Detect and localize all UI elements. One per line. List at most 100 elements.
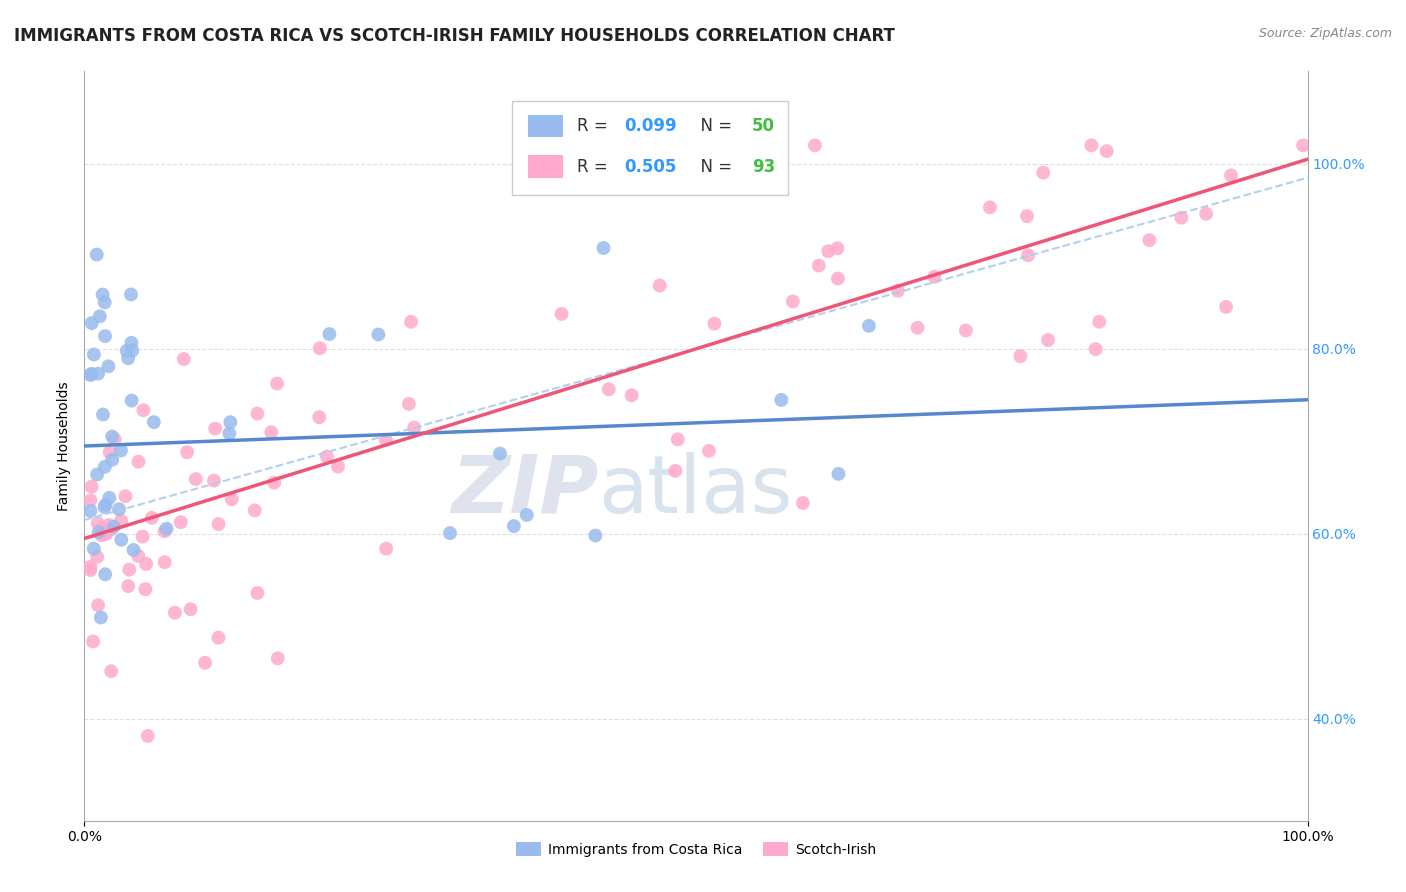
Point: [80, 316, 103, 330]
Point: [135, 557, 157, 571]
Point: [1015, 209, 1038, 223]
Text: 50: 50: [752, 117, 775, 135]
Text: 0.505: 0.505: [624, 158, 676, 176]
Point: [792, 496, 814, 510]
Text: R =: R =: [578, 117, 613, 135]
Point: [87, 367, 110, 381]
Point: [104, 433, 127, 447]
Point: [1170, 211, 1192, 225]
Point: [131, 530, 153, 544]
Point: [93, 295, 115, 310]
Point: [80, 367, 103, 381]
Point: [502, 519, 524, 533]
Point: [153, 524, 176, 539]
Point: [770, 392, 793, 407]
Point: [398, 397, 420, 411]
Point: [180, 602, 202, 616]
Point: [218, 426, 240, 441]
Point: [94, 459, 117, 474]
Point: [89, 310, 111, 324]
Point: [94, 567, 117, 582]
Point: [887, 284, 910, 298]
Point: [170, 515, 193, 529]
Point: [1095, 144, 1118, 158]
Point: [86, 247, 108, 261]
Point: [318, 326, 340, 341]
Point: [79, 368, 101, 382]
Point: [98, 523, 121, 537]
Point: [153, 555, 176, 569]
Point: [134, 582, 156, 597]
Point: [924, 269, 946, 284]
Point: [827, 241, 849, 255]
Point: [246, 407, 269, 421]
Point: [94, 498, 117, 512]
Point: [155, 522, 177, 536]
Point: [703, 317, 725, 331]
Point: [204, 422, 226, 436]
Point: [121, 393, 143, 408]
Text: Source: ZipAtlas.com: Source: ZipAtlas.com: [1258, 27, 1392, 40]
Text: atlas: atlas: [598, 452, 793, 530]
Point: [122, 543, 145, 558]
Point: [979, 200, 1001, 214]
Point: [439, 526, 461, 541]
Point: [176, 445, 198, 459]
Point: [375, 541, 398, 556]
Point: [98, 491, 121, 505]
Point: [86, 549, 108, 564]
Point: [1215, 300, 1237, 314]
Point: [399, 315, 422, 329]
Point: [592, 241, 614, 255]
Point: [101, 429, 124, 443]
Point: [90, 610, 112, 624]
Text: 93: 93: [752, 158, 776, 176]
Point: [87, 599, 110, 613]
Point: [817, 244, 839, 259]
Point: [97, 359, 120, 374]
Bar: [529, 155, 562, 178]
Text: IMMIGRANTS FROM COSTA RICA VS SCOTCH-IRISH FAMILY HOUSEHOLDS CORRELATION CHART: IMMIGRANTS FROM COSTA RICA VS SCOTCH-IRI…: [14, 27, 896, 45]
Point: [260, 425, 283, 440]
Point: [1017, 248, 1039, 262]
Point: [83, 347, 105, 361]
Point: [955, 324, 977, 338]
Point: [1036, 333, 1059, 347]
Point: [91, 408, 114, 422]
Point: [648, 278, 671, 293]
Point: [101, 452, 124, 467]
Point: [598, 382, 620, 396]
Point: [117, 579, 139, 593]
Y-axis label: Family Households: Family Households: [58, 381, 72, 511]
Point: [326, 459, 349, 474]
Point: [110, 533, 132, 547]
Point: [827, 271, 849, 285]
Point: [1080, 138, 1102, 153]
Point: [120, 287, 142, 301]
Point: [87, 525, 110, 540]
Point: [120, 335, 142, 350]
Point: [202, 474, 225, 488]
Point: [907, 320, 929, 334]
Point: [1088, 315, 1111, 329]
Point: [263, 475, 285, 490]
Legend: Immigrants from Costa Rica, Scotch-Irish: Immigrants from Costa Rica, Scotch-Irish: [510, 837, 882, 863]
Point: [136, 729, 159, 743]
Point: [108, 502, 131, 516]
Point: [141, 511, 163, 525]
Point: [80, 480, 103, 494]
Text: N =: N =: [690, 158, 737, 176]
Point: [98, 518, 121, 533]
Point: [1195, 207, 1218, 221]
Point: [194, 656, 217, 670]
Point: [207, 631, 229, 645]
Text: 0.099: 0.099: [624, 117, 676, 135]
Point: [266, 376, 288, 391]
Point: [243, 503, 266, 517]
Point: [94, 329, 117, 343]
Point: [79, 504, 101, 518]
Point: [90, 523, 112, 537]
Point: [91, 287, 114, 301]
Point: [100, 664, 122, 678]
Point: [127, 549, 149, 563]
